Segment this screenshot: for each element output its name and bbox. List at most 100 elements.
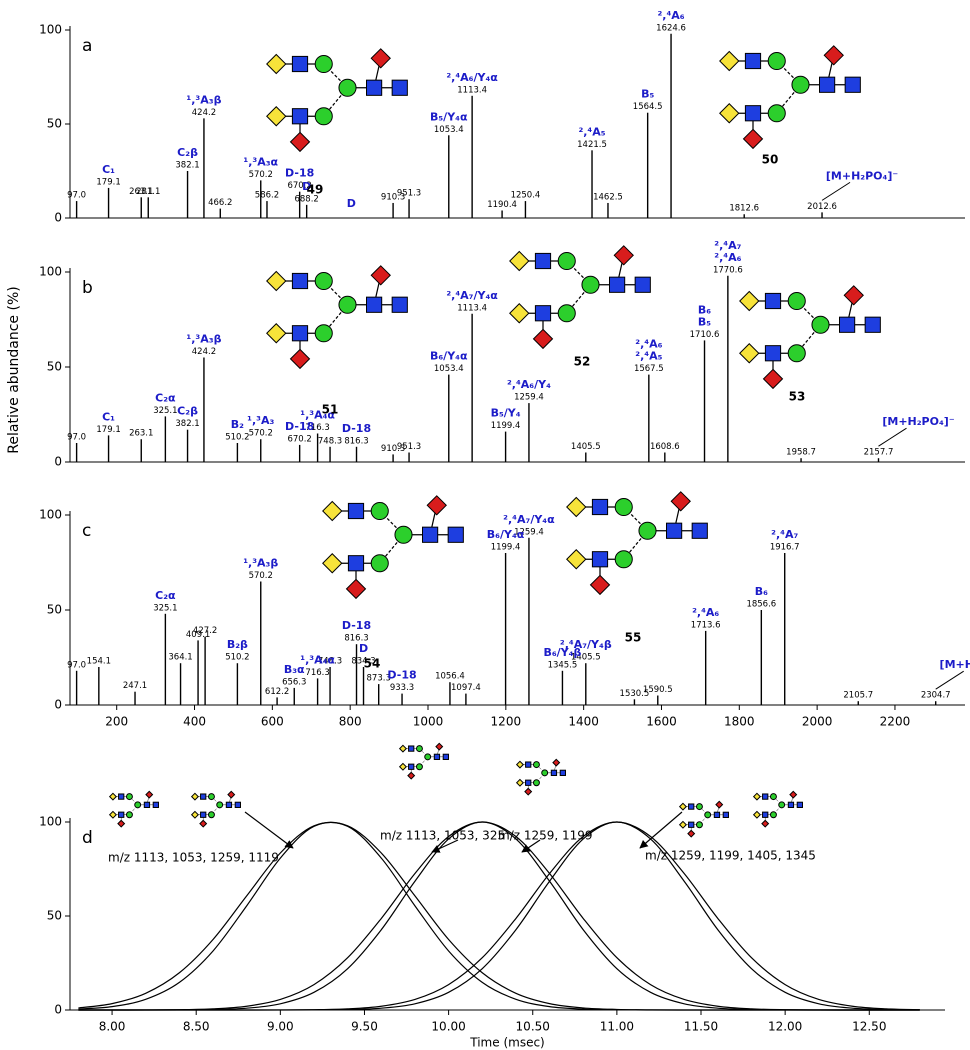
- fragment-label: ¹,³A₃β: [243, 557, 278, 570]
- glycan-hexnac: [559, 769, 566, 776]
- glycan-diamond: [752, 810, 761, 819]
- trace: [78, 821, 920, 1011]
- glycan-hexnac: [591, 551, 609, 568]
- structure-number: 49: [307, 183, 324, 197]
- x-tick-label: 10.50: [516, 1020, 550, 1034]
- peak-label: 748.3: [318, 436, 342, 446]
- peak-label: 1530.5: [620, 689, 650, 699]
- peak-label: 424.2: [192, 108, 216, 118]
- y-tick-label: 50: [47, 360, 62, 374]
- peak-label: 179.1: [96, 177, 120, 187]
- glycan-diamond: [524, 787, 533, 796]
- fragment-label: B₆/Y₄β: [543, 646, 581, 659]
- peak-label: 1958.7: [786, 448, 816, 458]
- peak-label: 1812.6: [729, 204, 759, 214]
- glycan-hexose: [338, 78, 357, 97]
- peak-label: 1053.4: [434, 364, 464, 374]
- peak-label: 656.3: [282, 677, 306, 687]
- glycan-diamond: [670, 491, 691, 512]
- structure-number: 55: [625, 631, 642, 645]
- glycan-hexose: [541, 769, 549, 777]
- glycan-hexose: [767, 104, 786, 123]
- peak-label: 1056.4: [435, 672, 465, 682]
- peak-label: 1345.5: [548, 660, 578, 670]
- fragment-label: D-18: [285, 167, 314, 180]
- x-tick-label: 10.00: [431, 1020, 465, 1034]
- glycan-diamond: [762, 368, 784, 390]
- peak-label: 670.2: [287, 181, 311, 191]
- glycan-diamond: [515, 760, 524, 769]
- glycan-hexnac: [839, 316, 856, 333]
- arrow: [639, 811, 683, 849]
- fragment-label: D-18: [342, 422, 371, 435]
- fragment-label: C₂α: [155, 589, 176, 602]
- glycan-diamond: [739, 343, 760, 364]
- glycan-hexose: [778, 801, 786, 809]
- fragment-label: ²,⁴A₇/Y₄α: [503, 513, 555, 526]
- fragment-label: ¹,³A₃α: [243, 155, 278, 168]
- peak-label: 1710.6: [690, 330, 720, 340]
- peak-label: 1199.4: [491, 421, 521, 431]
- x-axis-label: Time (msec): [469, 1036, 544, 1050]
- x-tick-label: 2000: [802, 715, 833, 729]
- fragment-label: [M+H₂PO₄]⁻: [882, 415, 954, 428]
- glycan-hexnac: [525, 779, 532, 786]
- fragment-label: ¹,³A₃β: [186, 93, 221, 106]
- peak-label: 586.2: [255, 191, 279, 201]
- fragment-label: C₂α: [155, 391, 176, 404]
- glycan-hexnac: [291, 108, 309, 125]
- peak-label: 97.0: [67, 191, 86, 201]
- annotation-leader: [935, 670, 964, 690]
- glycan-diamond: [566, 549, 587, 570]
- glycan-hexnac: [591, 498, 609, 516]
- glycan-diamond: [761, 819, 770, 828]
- fragment-label: B₅/Y₄α: [430, 110, 468, 123]
- glycan-diamond: [509, 250, 530, 272]
- fragment-label: ²,⁴A₇/Y₄β: [560, 638, 612, 651]
- glycan-hexose: [394, 525, 413, 544]
- peak-label: 1113.4: [457, 303, 487, 313]
- fragment-label: [M+H₂PO₄]⁻: [826, 169, 898, 182]
- ion-list: m/z 1113, 1053, 325: [380, 829, 505, 843]
- glycan-diamond: [678, 820, 687, 829]
- glycan-hexnac: [143, 801, 151, 808]
- peak-label: 97.0: [67, 433, 86, 443]
- peak-label: 325.1: [153, 406, 177, 416]
- fragment-label: B₆: [755, 585, 768, 598]
- peak-label: 716.3: [305, 423, 329, 433]
- glycan-hexnac: [391, 79, 408, 96]
- fragment-label: B₂: [231, 418, 244, 431]
- structure-number: 54: [364, 657, 381, 671]
- peak-label: 612.2: [265, 687, 289, 697]
- peak-label: 2304.7: [921, 691, 951, 701]
- fragment-label: D: [359, 642, 368, 655]
- glycan-diamond: [398, 744, 407, 753]
- glycan-diamond: [108, 792, 117, 801]
- fragment-label: B₃α: [284, 663, 305, 676]
- glycan-hexose: [638, 521, 657, 540]
- glycan-hexnac: [534, 252, 552, 270]
- fragment-label: D: [302, 180, 311, 193]
- fragment-label: ²,⁴A₆: [657, 9, 684, 22]
- y-tick-label: 50: [47, 909, 62, 923]
- peak-label: 1250.4: [511, 191, 541, 201]
- glycan-hexnac: [408, 745, 415, 752]
- y-tick-label: 50: [47, 603, 62, 617]
- glycan-hexose: [370, 554, 389, 573]
- peak-label: 325.1: [153, 603, 177, 613]
- glycan-diamond: [145, 790, 154, 799]
- fragment-label: C₁: [102, 410, 115, 423]
- fragment-label: ²,⁴A₅: [578, 125, 605, 138]
- glycan-hexose: [415, 763, 423, 771]
- fragment-label: ²,⁴A₆: [692, 606, 719, 619]
- glycan-hexose: [769, 793, 777, 801]
- glycan-diamond: [322, 500, 343, 522]
- glycan-hexose: [314, 271, 333, 291]
- peak-label: 1916.7: [770, 543, 800, 553]
- glycan-hexnac: [744, 105, 762, 122]
- panel-label: a: [82, 36, 92, 56]
- x-tick-label: 1400: [568, 715, 599, 729]
- arrow: [521, 839, 541, 853]
- glycan-hexnac: [819, 76, 836, 93]
